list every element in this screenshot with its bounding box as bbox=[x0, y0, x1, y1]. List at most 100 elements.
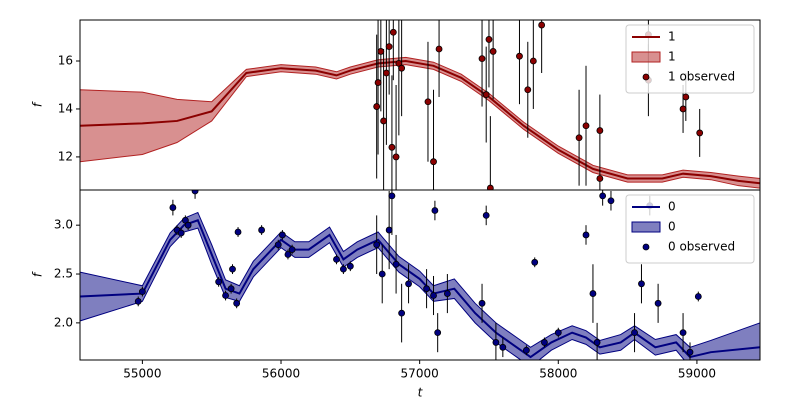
observation bbox=[385, 226, 393, 234]
observation bbox=[134, 297, 142, 305]
observation bbox=[340, 265, 347, 273]
observation bbox=[593, 339, 601, 346]
observation bbox=[274, 241, 282, 249]
observation bbox=[679, 329, 687, 337]
observation bbox=[482, 212, 490, 219]
observation bbox=[392, 260, 400, 268]
observation bbox=[227, 285, 235, 293]
observation bbox=[599, 192, 607, 200]
observation bbox=[233, 299, 241, 307]
legend-marker bbox=[642, 243, 650, 251]
observation bbox=[523, 346, 530, 354]
x-tick-label: 57000 bbox=[401, 367, 439, 381]
observation bbox=[184, 221, 192, 229]
observation bbox=[516, 52, 523, 60]
y-tick-label: 12 bbox=[58, 149, 73, 163]
legend-patch bbox=[631, 221, 661, 233]
observation bbox=[398, 64, 406, 72]
observation bbox=[631, 329, 638, 337]
x-axis-label: t bbox=[418, 386, 424, 400]
observation bbox=[694, 293, 702, 300]
x-tick-label: 56000 bbox=[262, 367, 300, 381]
observation bbox=[478, 55, 486, 63]
observation bbox=[229, 265, 236, 273]
x-tick-label: 58000 bbox=[539, 367, 577, 381]
observation bbox=[346, 262, 354, 270]
observation bbox=[377, 48, 385, 55]
observation bbox=[374, 79, 382, 86]
legend-label: 1 bbox=[668, 30, 676, 44]
observation bbox=[388, 143, 396, 151]
legend: 1 1 1 observed bbox=[625, 24, 755, 94]
legend-box bbox=[625, 194, 755, 264]
observation bbox=[531, 258, 539, 266]
legend-patch bbox=[631, 51, 661, 63]
confidence-band bbox=[80, 211, 760, 360]
observation bbox=[638, 280, 645, 288]
legend-label: 0 observed bbox=[668, 240, 735, 254]
observation bbox=[288, 246, 296, 253]
observation bbox=[382, 69, 390, 77]
observation bbox=[485, 36, 493, 43]
observation bbox=[191, 190, 199, 195]
observation bbox=[373, 103, 381, 110]
plot-area bbox=[80, 190, 760, 360]
observation bbox=[486, 184, 494, 190]
observation bbox=[169, 204, 177, 211]
observation bbox=[696, 129, 704, 137]
legend: 0 0 0 observed bbox=[625, 194, 755, 264]
observation bbox=[430, 292, 437, 299]
observation bbox=[489, 48, 497, 55]
observation bbox=[378, 270, 386, 278]
observation bbox=[138, 288, 146, 296]
observation bbox=[388, 192, 396, 200]
observation bbox=[434, 329, 442, 337]
observation bbox=[582, 231, 590, 239]
observation bbox=[430, 158, 437, 166]
y-axis-label: f bbox=[31, 101, 45, 107]
observation bbox=[405, 280, 412, 288]
observation bbox=[682, 93, 690, 101]
observation bbox=[492, 339, 500, 346]
observation bbox=[423, 285, 430, 293]
observation bbox=[478, 299, 486, 307]
observation bbox=[524, 86, 532, 94]
observation bbox=[541, 339, 548, 346]
observation bbox=[596, 127, 604, 134]
observation bbox=[654, 299, 662, 307]
observation bbox=[443, 290, 451, 297]
observation bbox=[596, 175, 604, 182]
observation bbox=[177, 229, 185, 237]
plot-area bbox=[80, 20, 760, 190]
x-tick-label: 59000 bbox=[678, 367, 716, 381]
observation bbox=[215, 278, 223, 286]
observation bbox=[424, 98, 432, 106]
observation bbox=[607, 197, 615, 205]
legend-label: 1 observed bbox=[668, 70, 735, 84]
observation bbox=[258, 226, 266, 234]
observation bbox=[385, 43, 393, 51]
y-tick-label: 14 bbox=[58, 101, 73, 115]
model-line bbox=[80, 59, 760, 185]
legend-box bbox=[625, 24, 755, 94]
observation bbox=[284, 251, 292, 258]
observation bbox=[435, 45, 443, 53]
y-tick-label: 3.0 bbox=[54, 218, 73, 232]
legend-label: 0 bbox=[668, 220, 676, 234]
observation bbox=[373, 241, 381, 249]
legend-label: 0 bbox=[668, 200, 676, 214]
y-tick-label: 2.5 bbox=[54, 267, 73, 281]
observation bbox=[529, 57, 537, 65]
observation bbox=[398, 309, 406, 317]
observation bbox=[499, 343, 507, 351]
observation bbox=[222, 292, 229, 299]
observation bbox=[392, 153, 400, 161]
y-axis-label: f bbox=[31, 271, 45, 277]
observation bbox=[582, 122, 590, 130]
observation bbox=[431, 207, 439, 214]
observation bbox=[686, 348, 694, 356]
legend-marker bbox=[642, 73, 650, 81]
observation bbox=[333, 255, 340, 263]
observation bbox=[234, 228, 242, 236]
